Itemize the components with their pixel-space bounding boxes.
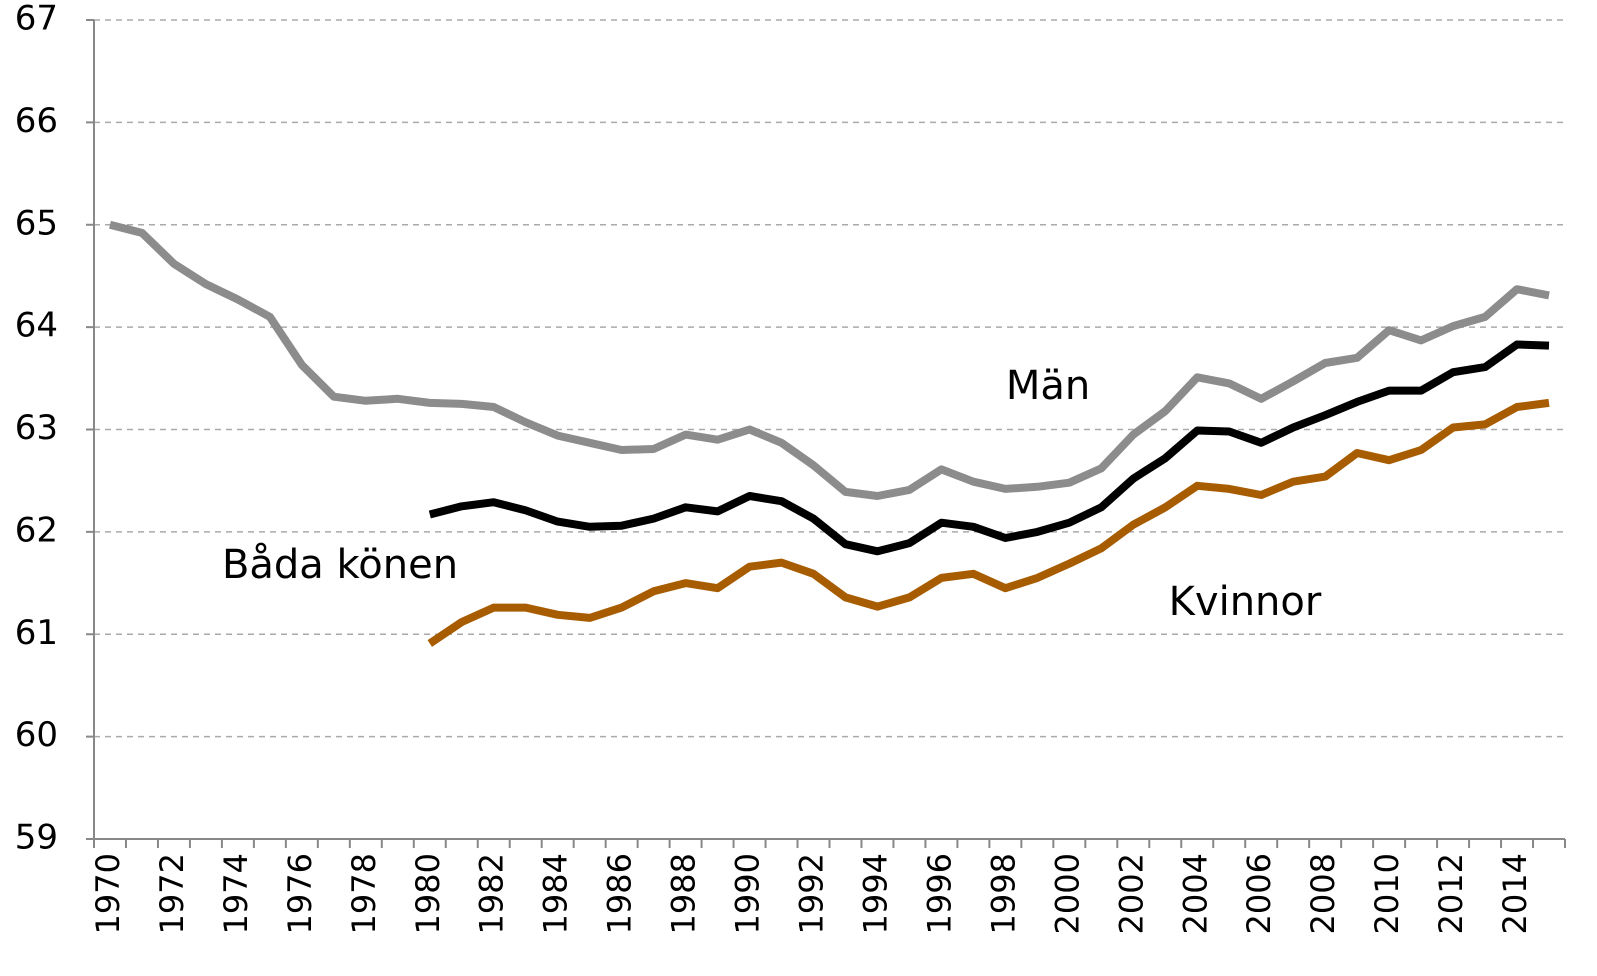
y-tick-label: 61 bbox=[15, 613, 58, 653]
y-tick-label: 62 bbox=[15, 510, 58, 550]
x-tick-label: 1984 bbox=[537, 853, 575, 934]
x-tick-label: 1974 bbox=[217, 853, 255, 934]
series-line bbox=[109, 220, 1550, 500]
x-tick-label: 2004 bbox=[1176, 853, 1214, 934]
x-tick-label: 2002 bbox=[1112, 853, 1150, 934]
y-tick-label: 60 bbox=[15, 715, 58, 755]
series-label: Båda könen bbox=[222, 542, 458, 588]
x-tick-label: 2006 bbox=[1240, 853, 1278, 934]
series-line bbox=[427, 398, 1550, 647]
x-tick-label: 1992 bbox=[793, 853, 831, 934]
x-tick-label: 2014 bbox=[1496, 853, 1534, 934]
series-label: Män bbox=[1006, 363, 1090, 409]
series-line bbox=[428, 340, 1550, 556]
x-tick-label: 1994 bbox=[856, 853, 894, 934]
y-tick-label: 66 bbox=[15, 101, 58, 141]
y-tick-label: 63 bbox=[15, 408, 58, 448]
y-tick-label: 67 bbox=[15, 0, 58, 39]
x-tick-label: 2008 bbox=[1304, 853, 1342, 934]
x-tick-label: 1982 bbox=[473, 853, 511, 934]
x-tick-label: 1986 bbox=[601, 853, 639, 934]
y-tick-label: 64 bbox=[15, 306, 58, 346]
x-tick-label: 2012 bbox=[1432, 853, 1470, 934]
x-tick-label: 2000 bbox=[1048, 853, 1086, 934]
x-tick-label: 2010 bbox=[1368, 853, 1406, 934]
x-tick-label: 1972 bbox=[153, 853, 191, 934]
x-tick-label: 1998 bbox=[984, 853, 1022, 934]
x-tick-label: 1990 bbox=[729, 853, 767, 934]
x-tick-label: 1996 bbox=[920, 853, 958, 934]
x-tick-label: 1980 bbox=[409, 853, 447, 934]
y-tick-label: 59 bbox=[15, 818, 58, 858]
x-tick-label: 1978 bbox=[345, 853, 383, 934]
x-tick-label: 1970 bbox=[89, 853, 127, 934]
y-tick-label: 65 bbox=[15, 203, 58, 243]
series-label: Kvinnor bbox=[1169, 579, 1322, 625]
x-tick-label: 1988 bbox=[665, 853, 703, 934]
x-tick-label: 1976 bbox=[281, 853, 319, 934]
